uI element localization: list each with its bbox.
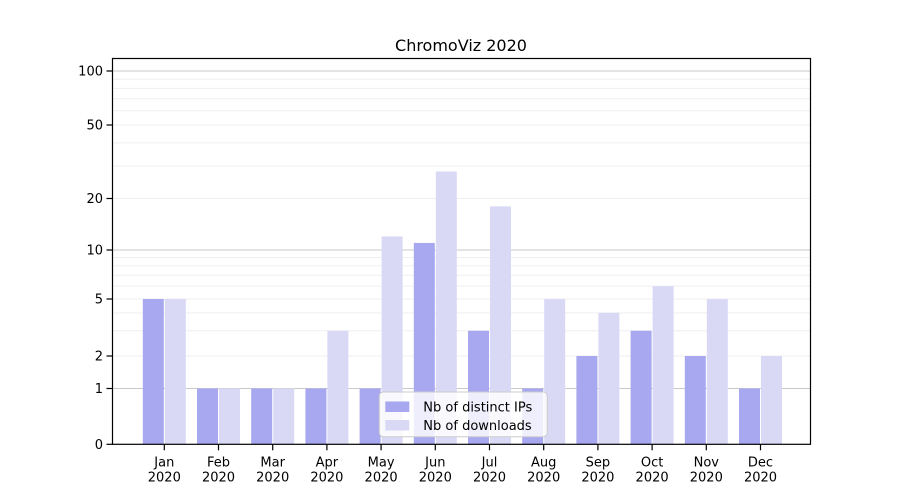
- bar-nb-of-downloads-feb-2020: [219, 388, 240, 445]
- legend-box: [378, 391, 548, 438]
- x-tick-label-mar-2020: Mar 2020: [256, 456, 289, 486]
- bar-nb-of-downloads-mar-2020: [273, 388, 295, 445]
- y-tick-label-0: 0: [95, 438, 103, 453]
- y-tick-label-5: 5: [95, 293, 103, 308]
- bar-nb-of-distinct-ips-nov-2020: [684, 356, 706, 445]
- y-tick-label-100: 100: [78, 65, 103, 80]
- x-tick-label-nov-2020: Nov 2020: [690, 456, 723, 486]
- bar-nb-of-downloads-sep-2020: [598, 312, 620, 445]
- plot-border: [111, 57, 812, 445]
- y-tick-label-2: 2: [95, 350, 103, 365]
- bar-nb-of-distinct-ips-mar-2020: [251, 388, 273, 445]
- legend-swatch-nb-of-distinct-ips: [385, 401, 410, 412]
- legend-label-nb-of-downloads: Nb of downloads: [423, 419, 532, 434]
- x-tick-label-dec-2020: Dec 2020: [744, 456, 777, 486]
- bar-nb-of-distinct-ips-oct-2020: [630, 330, 652, 445]
- x-tick-label-aug-2020: Aug 2020: [527, 456, 560, 486]
- bar-nb-of-distinct-ips-dec-2020: [739, 388, 760, 445]
- legend-swatch-nb-of-downloads: [385, 420, 410, 431]
- bar-nb-of-downloads-jul-2020: [490, 206, 511, 445]
- bar-nb-of-distinct-ips-feb-2020: [197, 388, 218, 445]
- bar-nb-of-downloads-dec-2020: [761, 356, 782, 445]
- bar-nb-of-downloads-jun-2020: [435, 171, 457, 445]
- legend-label-nb-of-distinct-ips: Nb of distinct IPs: [423, 401, 532, 416]
- bar-nb-of-distinct-ips-may-2020: [359, 388, 381, 445]
- y-tick-label-50: 50: [86, 119, 103, 134]
- bar-nb-of-downloads-aug-2020: [544, 299, 566, 445]
- bar-nb-of-downloads-nov-2020: [706, 299, 728, 445]
- x-tick-label-apr-2020: Apr 2020: [310, 456, 343, 486]
- bar-nb-of-distinct-ips-sep-2020: [576, 356, 598, 445]
- bar-nb-of-downloads-oct-2020: [652, 286, 674, 445]
- x-tick-label-jun-2020: Jun 2020: [419, 456, 452, 486]
- bar-nb-of-distinct-ips-apr-2020: [305, 388, 327, 445]
- y-tick-label-1: 1: [95, 382, 103, 397]
- x-tick-label-oct-2020: Oct 2020: [636, 456, 669, 486]
- y-tick-label-20: 20: [86, 192, 103, 207]
- bar-nb-of-downloads-jan-2020: [164, 299, 186, 445]
- x-tick-label-feb-2020: Feb 2020: [202, 456, 235, 486]
- bar-nb-of-downloads-apr-2020: [327, 330, 349, 445]
- bar-nb-of-distinct-ips-jan-2020: [142, 299, 164, 445]
- x-tick-label-jul-2020: Jul 2020: [473, 456, 506, 486]
- x-tick-label-jan-2020: Jan 2020: [148, 456, 181, 486]
- y-tick-label-10: 10: [86, 244, 103, 259]
- x-tick-label-may-2020: May 2020: [365, 456, 398, 486]
- x-tick-label-sep-2020: Sep 2020: [581, 456, 614, 486]
